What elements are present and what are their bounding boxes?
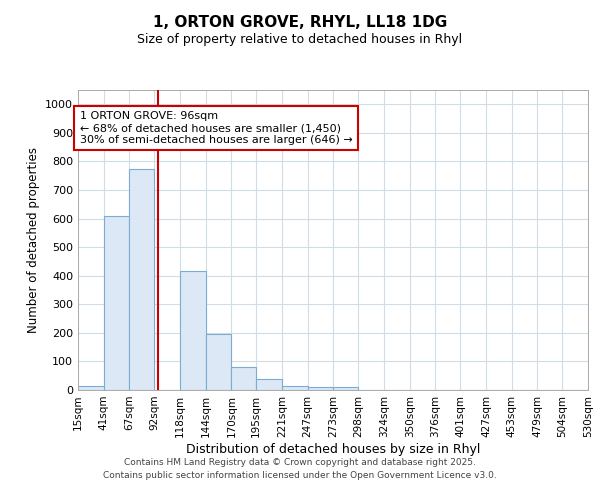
Text: 1, ORTON GROVE, RHYL, LL18 1DG: 1, ORTON GROVE, RHYL, LL18 1DG xyxy=(153,15,447,30)
Bar xyxy=(130,168,154,390)
Text: 1 ORTON GROVE: 96sqm
← 68% of detached houses are smaller (1,450)
30% of semi-de: 1 ORTON GROVE: 96sqm ← 68% of detached h… xyxy=(80,112,353,144)
Bar xyxy=(206,334,232,390)
Text: Contains HM Land Registry data © Crown copyright and database right 2025.: Contains HM Land Registry data © Crown c… xyxy=(124,458,476,467)
Bar xyxy=(180,272,206,390)
X-axis label: Distribution of detached houses by size in Rhyl: Distribution of detached houses by size … xyxy=(186,442,480,456)
Bar xyxy=(282,386,308,390)
Bar xyxy=(104,216,130,390)
Bar xyxy=(256,378,282,390)
Bar xyxy=(78,386,104,390)
Bar xyxy=(334,387,358,390)
Text: Size of property relative to detached houses in Rhyl: Size of property relative to detached ho… xyxy=(137,34,463,46)
Text: Contains public sector information licensed under the Open Government Licence v3: Contains public sector information licen… xyxy=(103,472,497,480)
Bar xyxy=(232,367,256,390)
Y-axis label: Number of detached properties: Number of detached properties xyxy=(26,147,40,333)
Bar xyxy=(308,387,334,390)
